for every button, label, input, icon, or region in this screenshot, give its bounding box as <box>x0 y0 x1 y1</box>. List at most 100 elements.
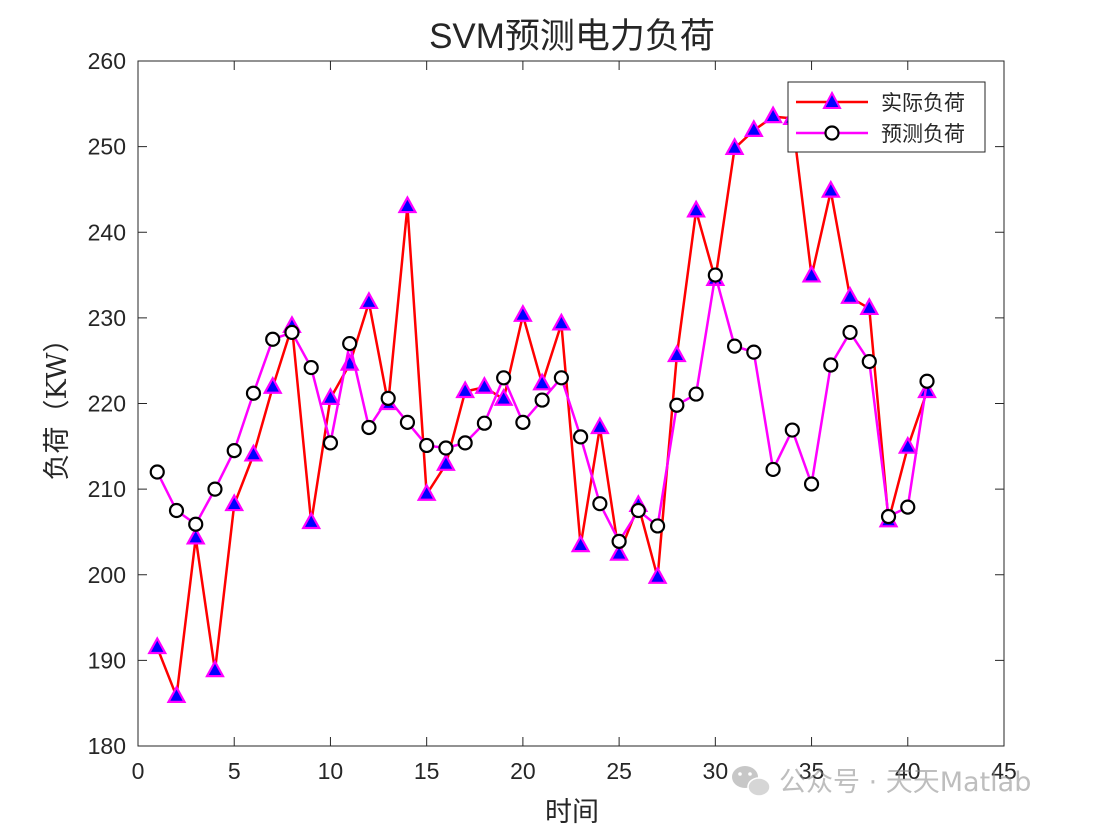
y-tick-label: 220 <box>88 391 126 417</box>
data-point-circle <box>380 390 396 406</box>
data-point-circle <box>419 437 435 454</box>
x-tick-label: 35 <box>799 758 825 784</box>
y-tick-label: 180 <box>88 733 126 759</box>
data-point-circle <box>553 370 569 386</box>
data-point-triangle <box>840 286 860 304</box>
data-point-circle <box>496 370 512 386</box>
series-predicted <box>149 267 935 549</box>
data-point-triangle <box>301 511 322 530</box>
y-tick-label: 260 <box>88 48 126 74</box>
data-point-circle <box>149 464 165 480</box>
data-point-triangle <box>897 435 918 454</box>
data-point-circle <box>726 338 743 354</box>
data-point-circle <box>649 518 666 534</box>
data-point-circle <box>842 324 858 341</box>
data-point-circle <box>688 386 704 402</box>
data-point-circle <box>669 397 685 413</box>
x-tick-label: 25 <box>606 758 632 784</box>
data-point-triangle <box>590 416 610 435</box>
data-point-circle <box>284 324 300 341</box>
data-point-triangle <box>416 482 437 501</box>
data-point-triangle <box>205 659 225 678</box>
x-axis: 0 5 10 15 20 25 30 35 40 45 <box>132 61 1017 784</box>
data-point-triangle <box>859 297 880 316</box>
legend-marker-predicted <box>824 125 840 141</box>
chart-title: SVM预测电力负荷 <box>429 17 715 56</box>
data-point-triangle <box>493 387 514 406</box>
data-point-circle <box>861 353 877 370</box>
data-point-triangle <box>666 344 687 363</box>
watermark: 公众号 · 天天Matlab <box>732 766 1031 798</box>
data-point-circle <box>168 502 185 519</box>
y-tick-label: 230 <box>88 305 126 331</box>
data-point-circle <box>457 435 473 451</box>
data-point-triangle <box>320 387 341 405</box>
data-point-triangle <box>436 453 456 471</box>
y-tick-label: 190 <box>88 647 126 673</box>
data-point-circle <box>803 476 820 492</box>
data-point-triangle <box>686 199 706 218</box>
data-point-circle <box>784 422 800 438</box>
data-point-triangle <box>724 137 745 155</box>
x-tick-label: 15 <box>414 758 440 784</box>
data-point-triangle <box>609 542 629 561</box>
data-point-triangle <box>917 380 937 399</box>
wechat-icon <box>732 766 771 797</box>
data-point-circle <box>573 429 589 445</box>
x-tick-label: 5 <box>228 758 241 784</box>
data-point-circle <box>265 331 281 347</box>
data-point-triangle <box>224 493 245 512</box>
data-point-circle <box>880 508 897 525</box>
y-tick-label: 240 <box>88 219 126 245</box>
watermark-text: 公众号 · 天天Matlab <box>779 767 1031 798</box>
x-tick-label: 0 <box>132 758 145 784</box>
data-point-circle <box>322 435 339 451</box>
data-point-circle <box>919 373 935 389</box>
x-tick-label: 20 <box>510 758 536 784</box>
data-point-triangle <box>455 380 476 399</box>
y-tick-label: 250 <box>88 134 126 160</box>
data-point-circle <box>342 335 358 352</box>
x-tick-label: 10 <box>318 758 344 784</box>
data-point-triangle <box>166 685 187 703</box>
data-point-circle <box>245 385 262 401</box>
data-point-triangle <box>532 372 552 391</box>
data-point-triangle <box>147 636 168 655</box>
data-point-triangle <box>397 195 418 214</box>
data-point-triangle <box>570 534 591 553</box>
legend-label-predicted: 预测负荷 <box>881 122 965 146</box>
data-point-circle <box>226 442 242 459</box>
data-point-triangle <box>763 105 783 124</box>
y-axis-label: 负荷（KW） <box>42 326 73 481</box>
legend: 实际负荷 预测负荷 <box>787 81 986 153</box>
data-point-triangle <box>474 375 495 394</box>
data-point-circle <box>476 415 492 431</box>
data-point-circle <box>746 344 762 360</box>
data-point-circle <box>515 414 531 430</box>
y-tick-label: 210 <box>88 476 126 502</box>
x-axis-label: 时间 <box>545 797 599 827</box>
data-point-triangle <box>743 119 764 137</box>
legend-label-actual: 实际负荷 <box>881 91 965 115</box>
legend-box <box>787 81 986 153</box>
data-point-circle <box>361 419 377 436</box>
data-point-circle <box>765 461 781 478</box>
series-layer <box>147 105 937 703</box>
data-point-circle <box>900 499 916 515</box>
data-point-triangle <box>513 304 533 322</box>
data-point-circle <box>399 414 416 430</box>
data-point-triangle <box>801 264 822 283</box>
data-point-circle <box>438 440 454 456</box>
x-tick-label: 30 <box>703 758 729 784</box>
data-point-circle <box>534 392 550 408</box>
data-point-circle <box>303 359 319 376</box>
plot-area: 0 5 10 15 20 25 30 35 40 45 180 190 200 210 220 230 240… <box>88 48 1017 784</box>
y-tick-label: 200 <box>88 562 126 588</box>
data-point-circle <box>207 481 223 497</box>
data-point-circle <box>823 357 839 373</box>
x-tick-label: 40 <box>895 758 921 784</box>
data-point-circle <box>707 267 723 283</box>
data-point-triangle <box>262 375 283 394</box>
data-point-triangle <box>359 291 379 310</box>
